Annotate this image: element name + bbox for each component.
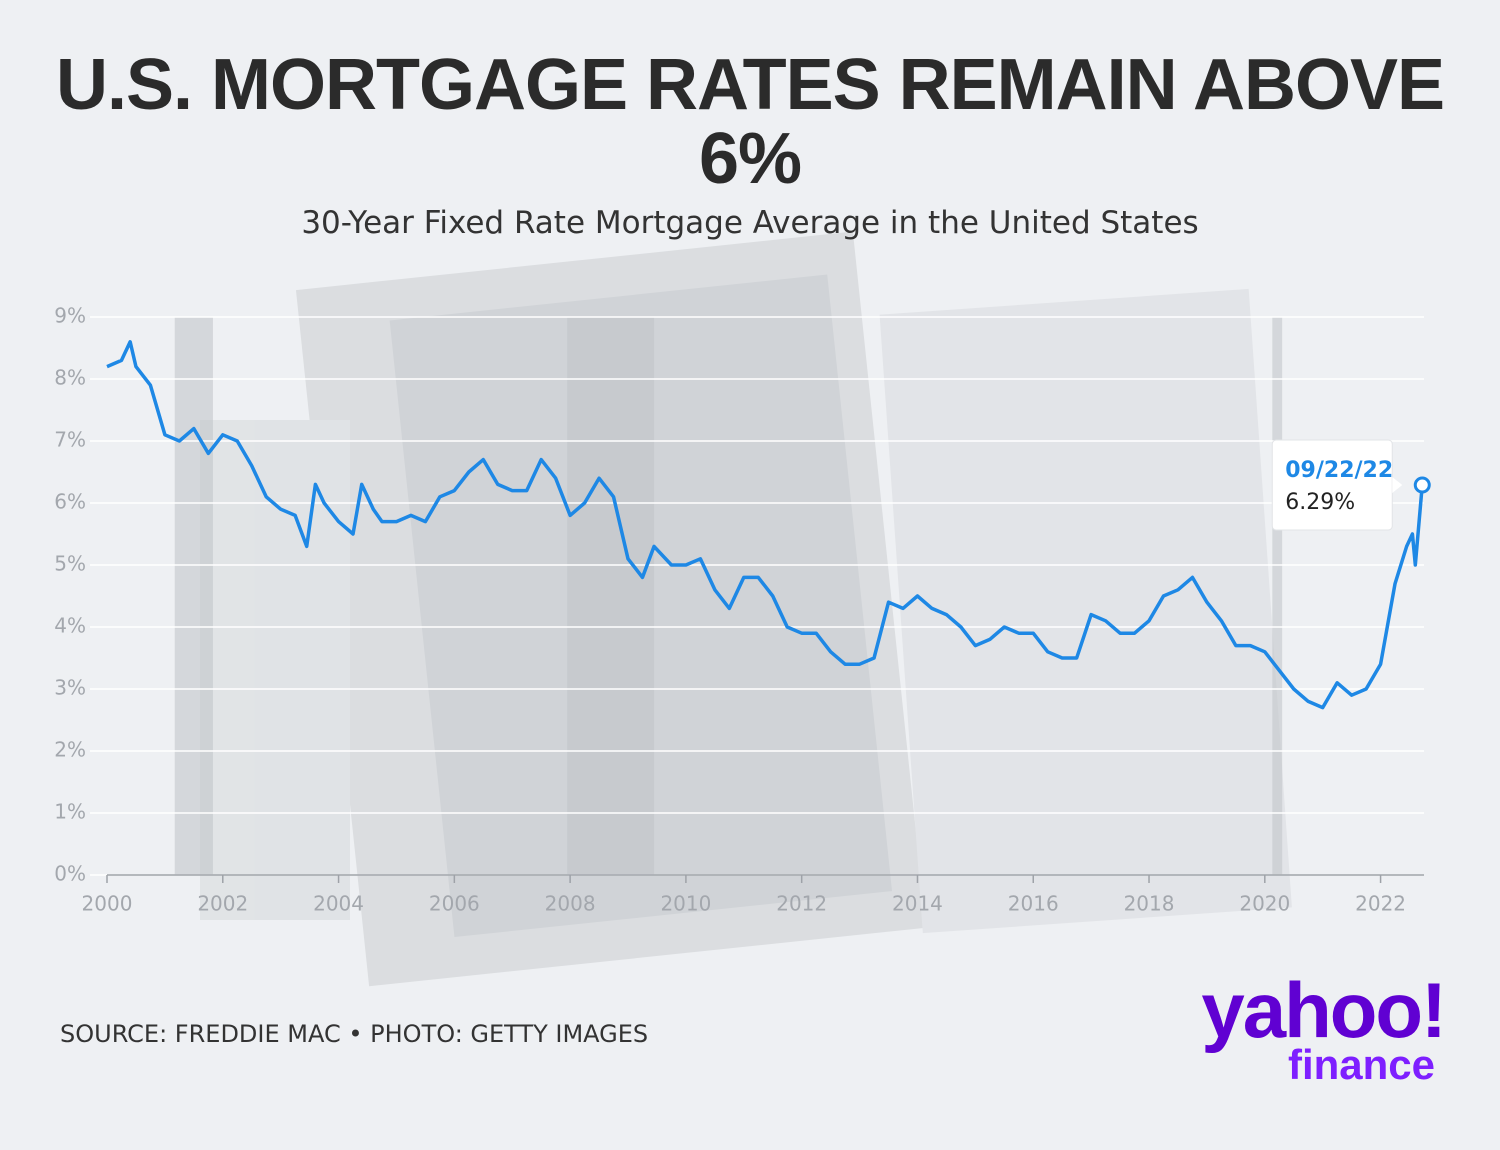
y-tick-label: 4% <box>54 614 86 638</box>
annotation-marker <box>1413 476 1431 494</box>
x-tick-label: 2004 <box>313 892 364 916</box>
x-tick-label: 2002 <box>197 892 248 916</box>
logo: yahoo! finance <box>1175 966 1447 1088</box>
tooltip-date: 09/22/22 <box>1285 458 1393 483</box>
shaded-period <box>567 317 655 875</box>
chart-title: U.S. MORTGAGE RATES REMAIN ABOVE 6% <box>55 45 1445 199</box>
shaded-period <box>1272 317 1283 875</box>
y-tick-label: 5% <box>54 552 86 576</box>
x-tick-label: 2014 <box>892 892 943 916</box>
tooltip-box <box>1271 439 1393 531</box>
x-tick-label: 2008 <box>545 892 596 916</box>
background-photo <box>200 231 1292 987</box>
source-note: SOURCE: FREDDIE MAC • PHOTO: GETTY IMAGE… <box>60 1020 649 1048</box>
tooltip-value: 6.29% <box>1285 490 1355 515</box>
y-tick-label: 7% <box>54 428 86 452</box>
y-tick-label: 0% <box>54 862 86 886</box>
y-tick-label: 9% <box>54 304 86 328</box>
y-tick-label: 3% <box>54 676 86 700</box>
logo-sub: finance <box>1287 1041 1435 1088</box>
line <box>106 340 1425 710</box>
x-tick-label: 2018 <box>1124 892 1175 916</box>
x-tick-label: 2010 <box>660 892 711 916</box>
x-tick-label: 2000 <box>82 892 133 916</box>
x-tick-label: 2012 <box>776 892 827 916</box>
tooltip-pointer <box>1392 477 1403 494</box>
x-tick-label: 2020 <box>1239 892 1290 916</box>
y-tick-label: 8% <box>54 366 86 390</box>
y-tick-label: 1% <box>54 800 86 824</box>
logo-word: yahoo! <box>1201 966 1447 1054</box>
shaded-period <box>174 317 213 875</box>
x-tick-label: 2022 <box>1355 892 1406 916</box>
x-tick-label: 2016 <box>1008 892 1059 916</box>
chart-subtitle: 30-Year Fixed Rate Mortgage Average in t… <box>301 205 1199 241</box>
x-tick-label: 2006 <box>429 892 480 916</box>
y-tick-label: 6% <box>54 490 86 514</box>
y-tick-label: 2% <box>54 738 86 762</box>
